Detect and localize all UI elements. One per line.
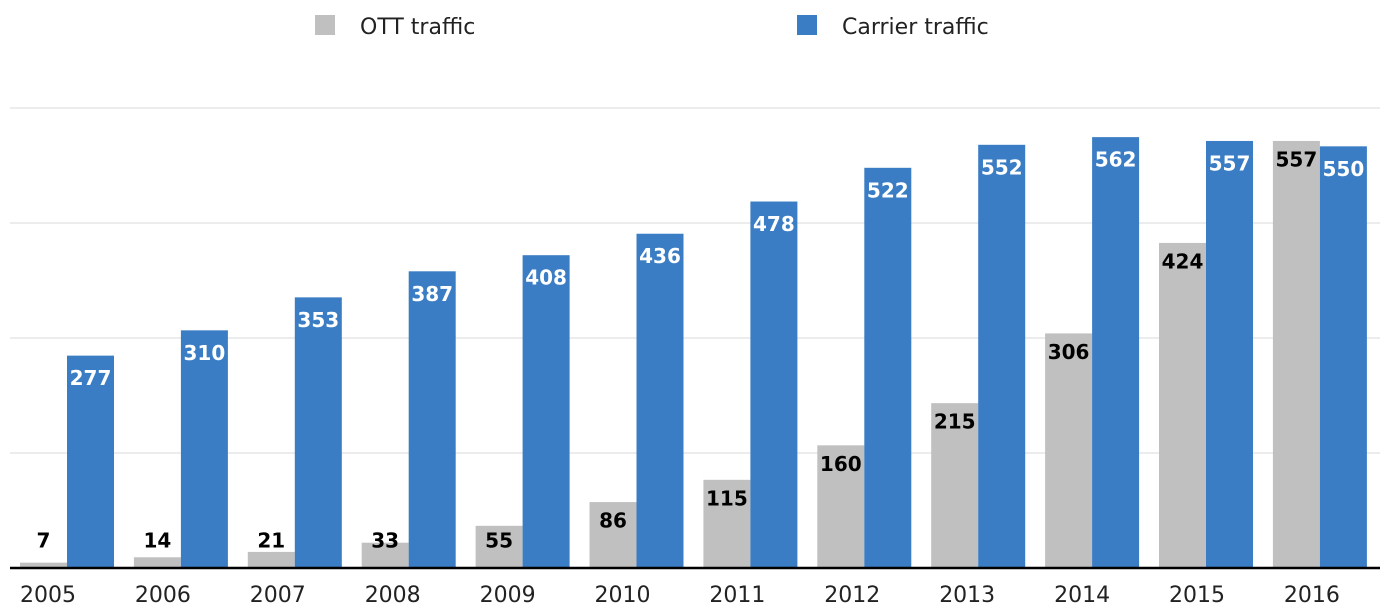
bar bbox=[475, 525, 523, 568]
value-label: 424 bbox=[1162, 249, 1204, 273]
bar bbox=[522, 255, 570, 568]
value-label: 387 bbox=[411, 282, 453, 306]
bar bbox=[180, 330, 228, 568]
bar bbox=[1092, 137, 1140, 568]
value-label: 55 bbox=[485, 529, 513, 553]
value-label: 552 bbox=[981, 155, 1023, 179]
bar bbox=[1159, 242, 1206, 568]
value-label: 306 bbox=[1048, 340, 1090, 364]
x-tick-label: 2010 bbox=[595, 583, 651, 608]
legend-label: Carrier traffic bbox=[842, 15, 989, 40]
bar bbox=[294, 297, 342, 568]
bar bbox=[817, 445, 865, 568]
bar bbox=[408, 271, 456, 568]
x-tick-label: 2011 bbox=[709, 583, 765, 608]
value-label: 7 bbox=[37, 529, 51, 553]
value-label: 21 bbox=[257, 529, 285, 553]
bar bbox=[1206, 140, 1253, 568]
x-tick-label: 2006 bbox=[135, 583, 191, 608]
x-tick-label: 2007 bbox=[250, 583, 306, 608]
value-label: 550 bbox=[1323, 157, 1365, 181]
legend-swatch bbox=[315, 15, 335, 35]
bar bbox=[247, 551, 295, 568]
x-tick-label: 2015 bbox=[1169, 583, 1225, 608]
bar bbox=[67, 355, 114, 568]
x-tick-label: 2009 bbox=[480, 583, 536, 608]
bar bbox=[20, 562, 67, 568]
value-label: 33 bbox=[371, 529, 399, 553]
bar bbox=[703, 479, 751, 568]
bar bbox=[133, 557, 181, 568]
bar bbox=[1272, 140, 1320, 568]
value-label: 310 bbox=[184, 341, 226, 365]
value-label: 478 bbox=[753, 212, 795, 236]
legend-label: OTT traffic bbox=[360, 15, 475, 40]
value-label: 14 bbox=[143, 529, 171, 553]
bar bbox=[1319, 146, 1367, 569]
x-tick-label: 2016 bbox=[1284, 583, 1340, 608]
bar bbox=[750, 201, 798, 569]
value-label: 408 bbox=[525, 266, 567, 290]
bar bbox=[931, 403, 979, 568]
value-label: 115 bbox=[706, 486, 748, 510]
bar bbox=[636, 233, 684, 568]
value-label: 277 bbox=[70, 366, 112, 390]
x-tick-label: 2005 bbox=[20, 583, 76, 608]
bar bbox=[589, 502, 637, 568]
value-label: 557 bbox=[1209, 151, 1251, 175]
bar bbox=[361, 542, 409, 568]
value-label: 436 bbox=[639, 244, 681, 268]
value-label: 160 bbox=[820, 452, 862, 476]
bar bbox=[978, 144, 1026, 569]
x-tick-label: 2013 bbox=[939, 583, 995, 608]
bar bbox=[1045, 333, 1093, 568]
value-label: 557 bbox=[1276, 147, 1318, 171]
value-label: 86 bbox=[599, 509, 627, 533]
x-tick-label: 2012 bbox=[824, 583, 880, 608]
value-label: 562 bbox=[1095, 148, 1137, 172]
legend-swatch bbox=[797, 15, 817, 35]
value-label: 522 bbox=[867, 178, 909, 202]
x-tick-label: 2014 bbox=[1054, 583, 1110, 608]
value-label: 353 bbox=[297, 308, 339, 332]
bar bbox=[864, 167, 912, 569]
x-tick-label: 2008 bbox=[365, 583, 421, 608]
value-label: 215 bbox=[934, 410, 976, 434]
